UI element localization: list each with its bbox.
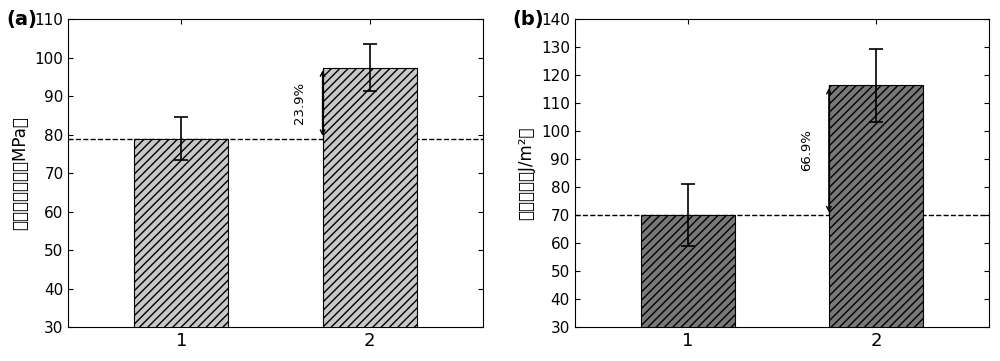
Text: (b): (b) [513,10,544,29]
Bar [134,139,228,361]
Text: 66.9%: 66.9% [800,129,813,171]
Bar [829,85,923,361]
Y-axis label: 界面剪切强度（MPa）: 界面剪切强度（MPa） [11,116,29,230]
Y-axis label: 界面韧性（J/m²）: 界面韧性（J/m²） [517,126,535,220]
Text: (a): (a) [6,10,37,29]
Bar [641,215,735,361]
Bar [323,68,417,361]
Text: 23.9%: 23.9% [293,82,306,124]
